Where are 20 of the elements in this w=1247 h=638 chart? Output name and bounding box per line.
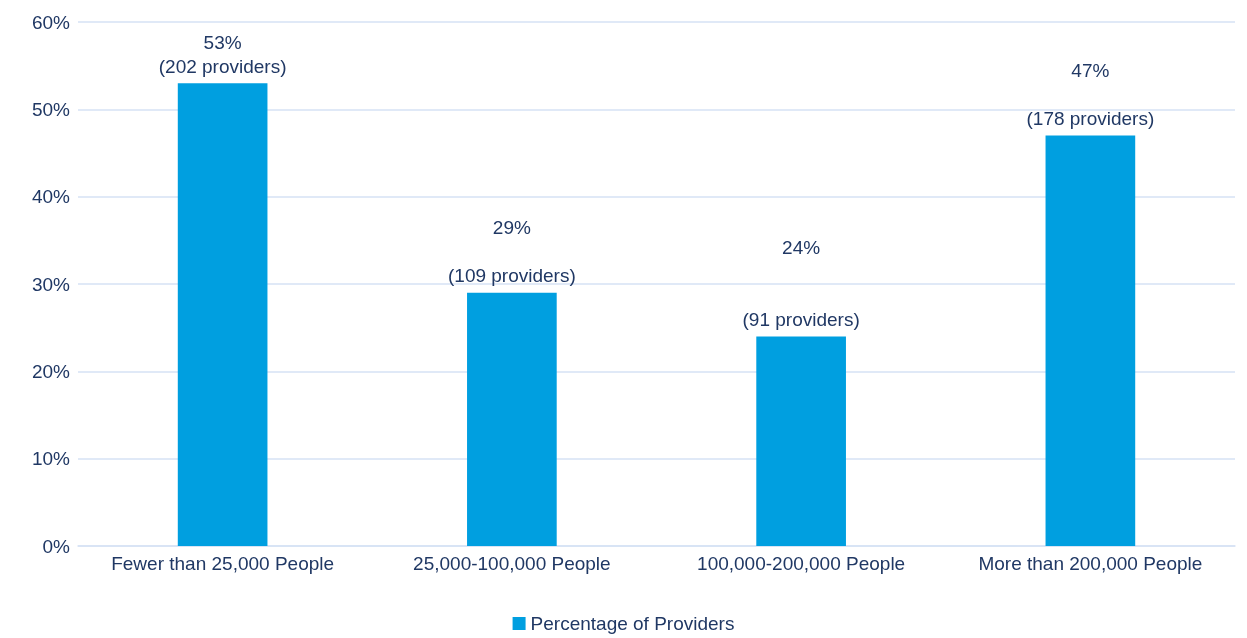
bar [177, 83, 268, 546]
bar [467, 292, 557, 546]
y-tick-label: 0% [42, 535, 71, 557]
y-tick-label: 50% [31, 98, 71, 120]
bar [756, 336, 846, 546]
y-tick-label: 40% [31, 186, 71, 208]
y-tick-label: 30% [31, 273, 71, 295]
x-tick-label: More than 200,000 People [978, 553, 1203, 574]
text: 24% (91 providers) [742, 236, 860, 330]
y-tick-label: 20% [31, 360, 71, 382]
y-tick-label: 10% [31, 448, 71, 470]
x-tick-label: Fewer than 25,000 People [111, 553, 335, 574]
bar [1045, 135, 1136, 546]
legend-label: Percentage of Providers [530, 613, 735, 634]
text: 47% (178 providers) [1026, 60, 1155, 130]
x-tick-label: 25,000-100,000 People [413, 553, 611, 574]
data-label: 53% (202 providers) [158, 31, 287, 77]
y-tick-label: 60% [31, 11, 71, 33]
x-tick-label: 100,000-200,000 People [697, 553, 906, 574]
text: 29% (109 providers) [447, 217, 576, 287]
